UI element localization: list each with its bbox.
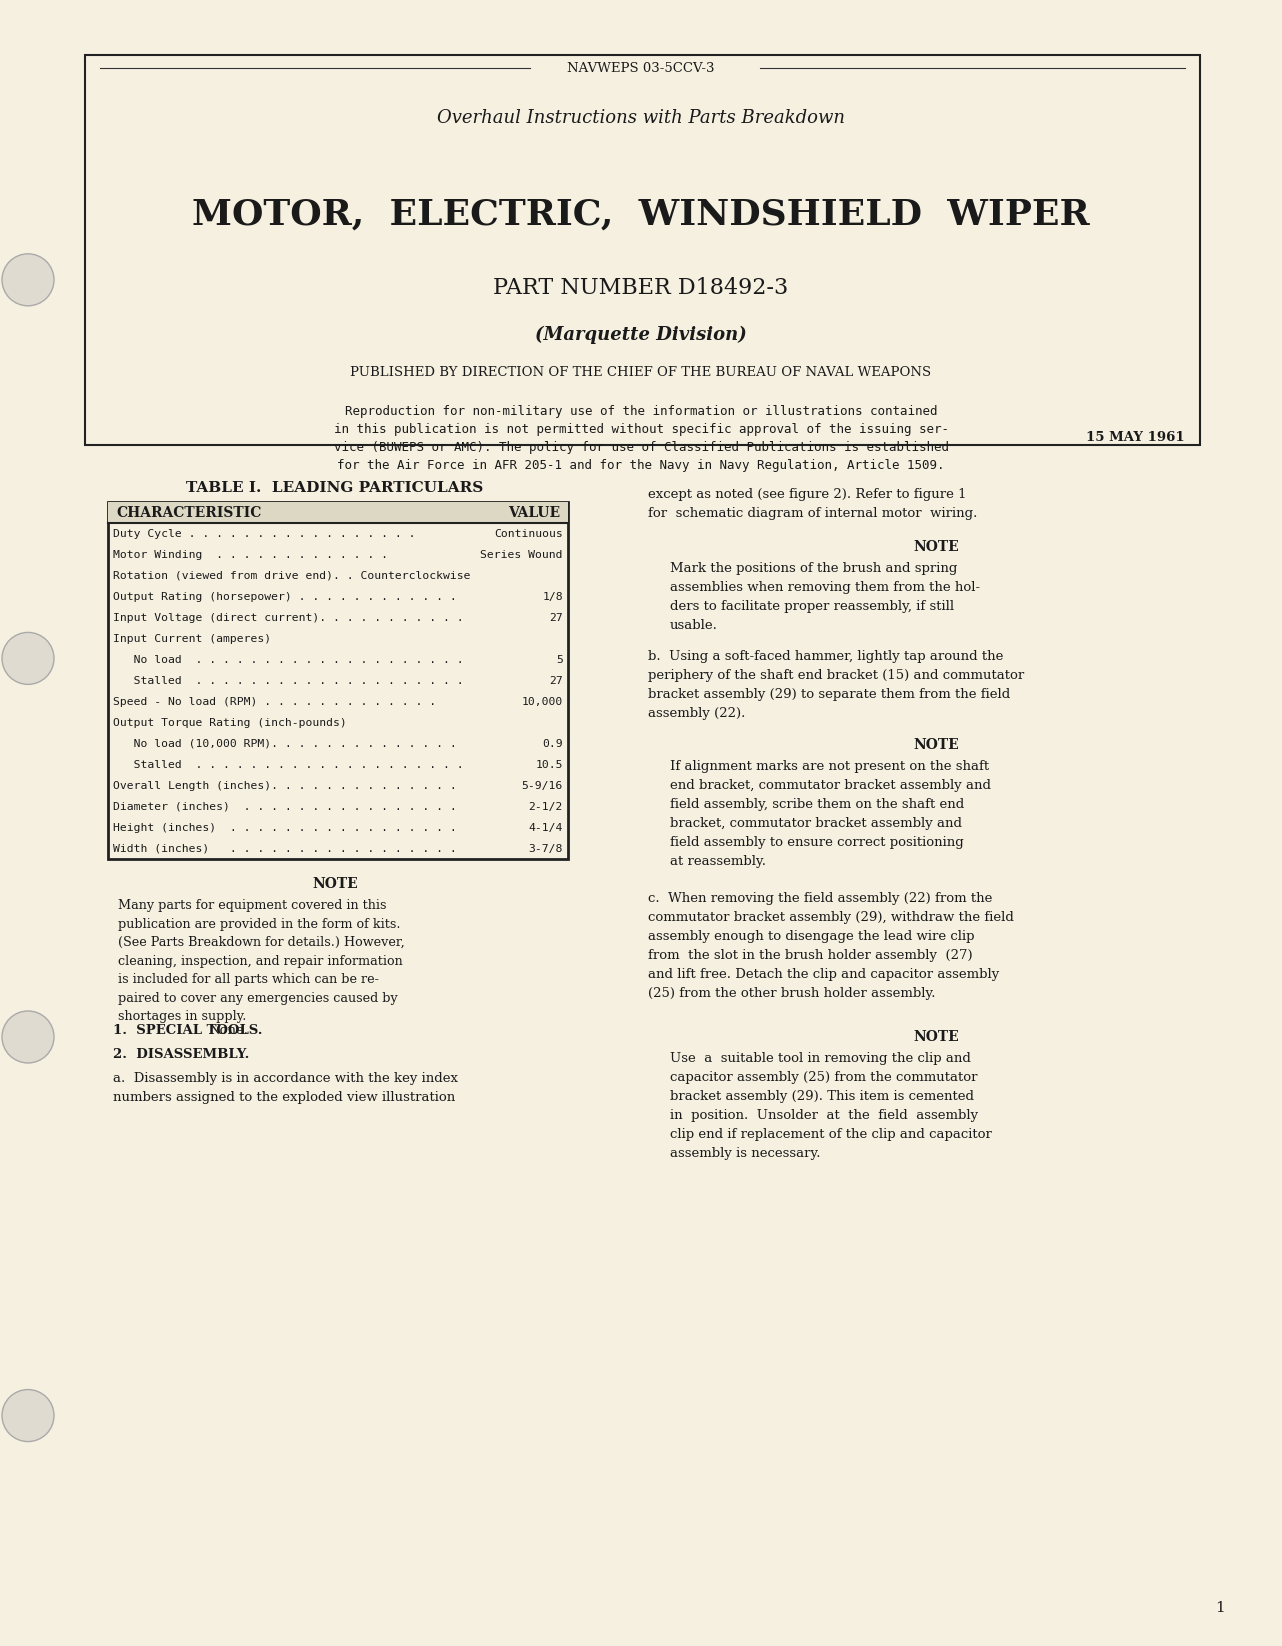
Text: Diameter (inches)  . . . . . . . . . . . . . . . .: Diameter (inches) . . . . . . . . . . . … [113, 802, 456, 811]
Text: 3-7/8: 3-7/8 [528, 843, 563, 854]
Text: 15 MAY 1961: 15 MAY 1961 [1086, 431, 1185, 443]
Text: Speed - No load (RPM) . . . . . . . . . . . . .: Speed - No load (RPM) . . . . . . . . . … [113, 696, 436, 706]
Text: PUBLISHED BY DIRECTION OF THE CHIEF OF THE BUREAU OF NAVAL WEAPONS: PUBLISHED BY DIRECTION OF THE CHIEF OF T… [350, 365, 932, 379]
Text: Continuous: Continuous [495, 528, 563, 538]
Text: Height (inches)  . . . . . . . . . . . . . . . . .: Height (inches) . . . . . . . . . . . . … [113, 823, 456, 833]
Text: Motor Winding  . . . . . . . . . . . . .: Motor Winding . . . . . . . . . . . . . [113, 550, 388, 560]
Bar [108, 502, 568, 859]
Text: 5-9/16: 5-9/16 [522, 780, 563, 790]
Bar [85, 54, 1200, 444]
Text: Input Voltage (direct current). . . . . . . . . . .: Input Voltage (direct current). . . . . … [113, 612, 464, 622]
Text: No load (10,000 RPM). . . . . . . . . . . . . .: No load (10,000 RPM). . . . . . . . . . … [113, 739, 456, 749]
Text: NOTE: NOTE [914, 540, 959, 555]
Text: Mark the positions of the brush and spring
assemblies when removing them from th: Mark the positions of the brush and spri… [670, 561, 981, 632]
Text: Input Current (amperes): Input Current (amperes) [113, 634, 271, 644]
Text: 27: 27 [549, 675, 563, 685]
Text: No load  . . . . . . . . . . . . . . . . . . . .: No load . . . . . . . . . . . . . . . . … [113, 655, 464, 665]
Text: b.  Using a soft-faced hammer, lightly tap around the
periphery of the shaft end: b. Using a soft-faced hammer, lightly ta… [647, 650, 1024, 719]
Text: Stalled  . . . . . . . . . . . . . . . . . . . .: Stalled . . . . . . . . . . . . . . . . … [113, 759, 464, 769]
Text: 2.  DISASSEMBLY.: 2. DISASSEMBLY. [113, 1049, 250, 1062]
Text: 5: 5 [556, 655, 563, 665]
Text: 2-1/2: 2-1/2 [528, 802, 563, 811]
Text: None.: None. [208, 1024, 247, 1037]
Circle shape [3, 253, 54, 306]
Text: NOTE: NOTE [914, 737, 959, 752]
Text: Output Torque Rating (inch-pounds): Output Torque Rating (inch-pounds) [113, 718, 346, 728]
Text: MOTOR,  ELECTRIC,  WINDSHIELD  WIPER: MOTOR, ELECTRIC, WINDSHIELD WIPER [192, 198, 1090, 232]
Text: except as noted (see figure 2). Refer to figure 1
for  schematic diagram of inte: except as noted (see figure 2). Refer to… [647, 487, 977, 520]
Text: Use  a  suitable tool in removing the clip and
capacitor assembly (25) from the : Use a suitable tool in removing the clip… [670, 1052, 992, 1160]
Text: Width (inches)   . . . . . . . . . . . . . . . . .: Width (inches) . . . . . . . . . . . . .… [113, 843, 456, 854]
Text: 1: 1 [1215, 1602, 1226, 1615]
Text: 10.5: 10.5 [536, 759, 563, 769]
Text: PART NUMBER D18492-3: PART NUMBER D18492-3 [494, 277, 788, 300]
Text: Stalled  . . . . . . . . . . . . . . . . . . . .: Stalled . . . . . . . . . . . . . . . . … [113, 675, 464, 685]
Text: 27: 27 [549, 612, 563, 622]
Text: 10,000: 10,000 [522, 696, 563, 706]
Text: NAVWEPS 03-5CCV-3: NAVWEPS 03-5CCV-3 [567, 61, 715, 74]
Text: c.  When removing the field assembly (22) from the
commutator bracket assembly (: c. When removing the field assembly (22)… [647, 892, 1014, 1001]
Circle shape [3, 1011, 54, 1063]
Text: 4-1/4: 4-1/4 [528, 823, 563, 833]
Text: Output Rating (horsepower) . . . . . . . . . . . .: Output Rating (horsepower) . . . . . . .… [113, 591, 456, 601]
Text: NOTE: NOTE [914, 1030, 959, 1044]
Text: VALUE: VALUE [508, 505, 560, 520]
Text: Reproduction for non-military use of the information or illustrations contained
: Reproduction for non-military use of the… [333, 405, 949, 472]
Text: (Marquette Division): (Marquette Division) [535, 326, 747, 344]
Text: CHARACTERISTIC: CHARACTERISTIC [115, 505, 262, 520]
Text: 1.  SPECIAL TOOLS.: 1. SPECIAL TOOLS. [113, 1024, 263, 1037]
Circle shape [3, 1389, 54, 1442]
Text: TABLE I.  LEADING PARTICULARS: TABLE I. LEADING PARTICULARS [186, 481, 483, 495]
Circle shape [3, 632, 54, 685]
Text: Rotation (viewed from drive end). . Counterclockwise: Rotation (viewed from drive end). . Coun… [113, 571, 470, 581]
Bar [108, 502, 568, 523]
Text: 1/8: 1/8 [542, 591, 563, 601]
Text: Overhaul Instructions with Parts Breakdown: Overhaul Instructions with Parts Breakdo… [437, 109, 845, 127]
Text: 0.9: 0.9 [542, 739, 563, 749]
Text: Overall Length (inches). . . . . . . . . . . . . .: Overall Length (inches). . . . . . . . .… [113, 780, 456, 790]
Text: If alignment marks are not present on the shaft
end bracket, commutator bracket : If alignment marks are not present on th… [670, 760, 991, 867]
Text: Duty Cycle . . . . . . . . . . . . . . . . .: Duty Cycle . . . . . . . . . . . . . . .… [113, 528, 415, 538]
Text: NOTE: NOTE [312, 877, 358, 890]
Text: a.  Disassembly is in accordance with the key index
numbers assigned to the expl: a. Disassembly is in accordance with the… [113, 1072, 458, 1104]
Text: Series Wound: Series Wound [481, 550, 563, 560]
Text: Many parts for equipment covered in this
publication are provided in the form of: Many parts for equipment covered in this… [118, 899, 405, 1024]
